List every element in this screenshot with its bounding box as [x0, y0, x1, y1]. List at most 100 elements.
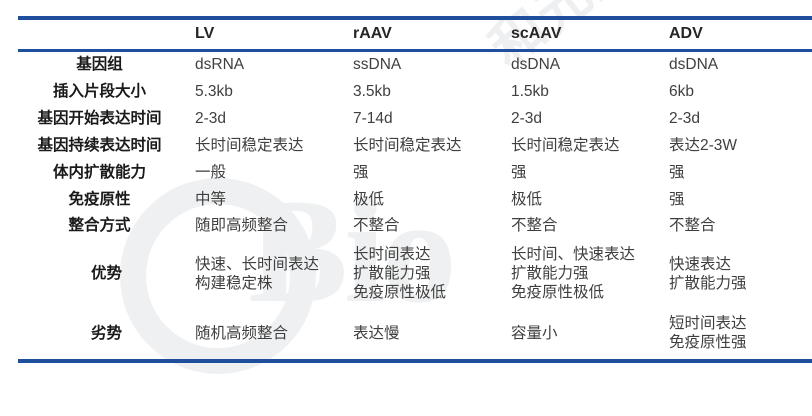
cell-line: 7-14d [353, 109, 393, 127]
cell-lv: 随机高频整合 [195, 309, 353, 361]
cell-line: 随机高频整合 [195, 324, 289, 342]
cell-line: 极低 [511, 190, 543, 208]
cell-lv: 一般 [195, 160, 353, 187]
cell-line: 长时间稳定表达 [195, 136, 304, 154]
cell-scaav: 1.5kb [511, 79, 669, 106]
cell-line: 不整合 [511, 217, 558, 235]
cell-line: 免疫原性强 [669, 333, 747, 351]
cell-line: 长时间、快速表达 [511, 246, 636, 264]
table-row: 基因持续表达时间 长时间稳定表达 长时间稳定表达 长时间稳定表达 表达2-3W [18, 133, 812, 160]
cell-adv: dsDNA [669, 51, 812, 79]
table-body: 基因组 dsRNA ssDNA dsDNA dsDNA 插入片段大小 5.3kb 3.5kb 1… [18, 51, 812, 361]
column-header-rowlabel [18, 18, 195, 51]
cell-lv: 中等 [195, 187, 353, 214]
table-header: LV rAAV scAAV ADV [18, 18, 812, 51]
cell-line: 扩散能力强 [669, 274, 747, 292]
cell-adv: 表达2-3W [669, 133, 812, 160]
cell-line: 免疫原性极低 [511, 284, 605, 302]
cell-line: 强 [353, 163, 369, 181]
cell-line: 5.3kb [195, 82, 233, 100]
cell-raav: 长时间稳定表达 [353, 133, 511, 160]
cell-raav: 7-14d [353, 106, 511, 133]
cell-line: 表达慢 [353, 324, 400, 342]
cell-scaav: 强 [511, 160, 669, 187]
cell-line: 扩散能力强 [511, 265, 589, 283]
vector-comparison-table: LV rAAV scAAV ADV 基因组 dsRNA ssDNA dsDNA dsDN… [18, 16, 812, 363]
table-row: 基因组 dsRNA ssDNA dsDNA dsDNA [18, 51, 812, 79]
cell-line: ssDNA [353, 56, 402, 73]
cell-line: 6kb [669, 82, 694, 100]
cell-lv: dsRNA [195, 51, 353, 79]
table-row: 体内扩散能力 一般 强 强 强 [18, 160, 812, 187]
table-header-row: LV rAAV scAAV ADV [18, 18, 812, 51]
cell-line: 免疫原性极低 [353, 284, 447, 302]
cell-line: 快速表达 [669, 255, 732, 273]
cell-lv: 随即高频整合 [195, 213, 353, 240]
cell-scaav: 2-3d [511, 106, 669, 133]
table-row: 劣势 随机高频整合 表达慢 容量小 短时间表达 免疫原性强 [18, 309, 812, 361]
table-row: 整合方式 随即高频整合 不整合 不整合 不整合 [18, 213, 812, 240]
column-header-raav: rAAV [353, 25, 392, 42]
row-label: 基因开始表达时间 [37, 109, 162, 127]
cell-lv: 快速、长时间表达 构建稳定株 [195, 240, 353, 309]
cell-line: 长时间稳定表达 [511, 136, 620, 154]
row-label: 免疫原性 [68, 190, 131, 208]
comparison-table-container: LV rAAV scAAV ADV 基因组 dsRNA ssDNA dsDNA dsDN… [18, 16, 812, 363]
cell-raav: ssDNA [353, 51, 511, 79]
cell-adv: 6kb [669, 79, 812, 106]
cell-line: 强 [511, 163, 527, 181]
cell-line: dsDNA [511, 56, 561, 73]
cell-line: 表达2-3W [669, 136, 738, 154]
cell-line: 不整合 [669, 217, 716, 235]
cell-raav: 极低 [353, 187, 511, 214]
cell-line: 一般 [195, 163, 227, 181]
cell-line: 长时间稳定表达 [353, 136, 462, 154]
cell-scaav: dsDNA [511, 51, 669, 79]
cell-raav: 表达慢 [353, 309, 511, 361]
cell-scaav: 长时间稳定表达 [511, 133, 669, 160]
cell-adv: 不整合 [669, 213, 812, 240]
cell-line: 长时间表达 [353, 246, 431, 264]
cell-line: dsRNA [195, 56, 245, 73]
row-label: 基因持续表达时间 [37, 136, 162, 154]
column-header-lv: LV [195, 25, 215, 42]
cell-line: 中等 [195, 190, 227, 208]
cell-line: dsDNA [669, 56, 719, 73]
table-row: 基因开始表达时间 2-3d 7-14d 2-3d 2-3d [18, 106, 812, 133]
cell-line: 强 [669, 163, 685, 181]
cell-line: 2-3d [195, 109, 227, 127]
cell-line: 极低 [353, 190, 385, 208]
cell-scaav: 极低 [511, 187, 669, 214]
cell-line: 强 [669, 190, 685, 208]
cell-line: 2-3d [669, 109, 701, 127]
cell-scaav: 长时间、快速表达 扩散能力强 免疫原性极低 [511, 240, 669, 309]
cell-raav: 强 [353, 160, 511, 187]
row-label: 体内扩散能力 [52, 163, 146, 181]
cell-adv: 短时间表达 免疫原性强 [669, 309, 812, 361]
row-label: 插入片段大小 [52, 82, 146, 100]
cell-line: 容量小 [511, 324, 558, 342]
cell-raav: 长时间表达 扩散能力强 免疫原性极低 [353, 240, 511, 309]
table-row: 免疫原性 中等 极低 极低 强 [18, 187, 812, 214]
table-row: 优势 快速、长时间表达 构建稳定株 长时间表达 扩散能力强 免疫原性极低 长时间、快速表达扩… [18, 240, 812, 309]
cell-line: 快速、长时间表达 [195, 255, 320, 273]
cell-raav: 3.5kb [353, 79, 511, 106]
cell-line: 3.5kb [353, 82, 391, 100]
cell-scaav: 容量小 [511, 309, 669, 361]
cell-line: 2-3d [511, 109, 543, 127]
cell-line: 短时间表达 [669, 315, 747, 333]
cell-line: 构建稳定株 [195, 274, 273, 292]
row-label: 劣势 [90, 324, 122, 342]
row-label: 基因组 [76, 56, 123, 73]
cell-line: 不整合 [353, 217, 400, 235]
cell-lv: 2-3d [195, 106, 353, 133]
cell-raav: 不整合 [353, 213, 511, 240]
column-header-adv: ADV [669, 25, 703, 42]
cell-line: 1.5kb [511, 82, 549, 100]
cell-adv: 强 [669, 187, 812, 214]
cell-adv: 快速表达 扩散能力强 [669, 240, 812, 309]
cell-scaav: 不整合 [511, 213, 669, 240]
cell-lv: 长时间稳定表达 [195, 133, 353, 160]
cell-adv: 强 [669, 160, 812, 187]
cell-line: 随即高频整合 [195, 217, 289, 235]
